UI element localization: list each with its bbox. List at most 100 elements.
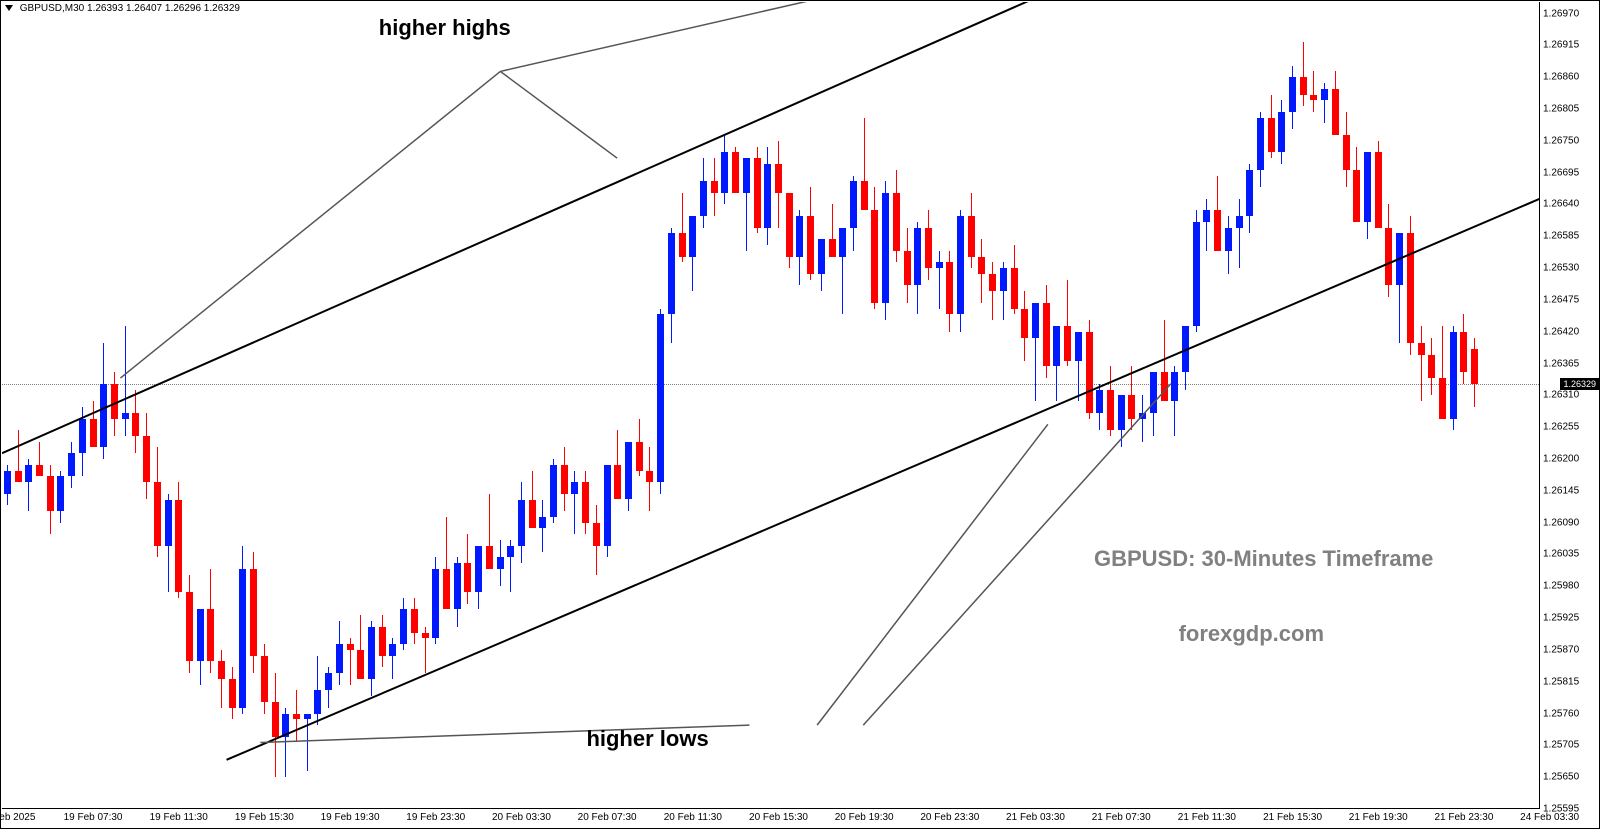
y-tick-label: 1.26860	[1543, 72, 1579, 83]
candle-body	[1193, 222, 1200, 326]
y-tick-label: 1.25925	[1543, 613, 1579, 624]
candle-body	[1075, 332, 1082, 361]
y-tick-label: 1.26420	[1543, 326, 1579, 337]
y-tick-label: 1.26310	[1543, 390, 1579, 401]
candle-body	[1000, 268, 1007, 291]
candle-body	[518, 500, 525, 546]
candle-body	[818, 239, 825, 274]
y-tick-label: 1.25760	[1543, 708, 1579, 719]
candle-body	[304, 714, 311, 720]
candle-body	[807, 216, 814, 274]
candle-body	[1214, 210, 1221, 250]
x-tick-label: 20 Feb 11:30	[664, 812, 722, 823]
candle-body	[829, 239, 836, 256]
candle-body	[925, 228, 932, 268]
y-tick-label: 1.26475	[1543, 294, 1579, 305]
candle-body	[711, 181, 718, 193]
candle-body	[604, 465, 611, 546]
candle-body	[743, 158, 750, 193]
x-tick-label: 20 Feb 19:30	[835, 812, 894, 823]
plot-area[interactable]: higher highshigher lowsGBPUSD: 30-Minute…	[2, 2, 1540, 809]
candle-body	[625, 442, 632, 500]
candle-body	[1064, 326, 1071, 361]
x-tick-label: 21 Feb 07:30	[1092, 812, 1151, 823]
candle-body	[529, 500, 536, 529]
candle-body	[282, 714, 289, 737]
candle-body	[411, 609, 418, 632]
candle-body	[1428, 355, 1435, 378]
candle-wick	[1313, 71, 1314, 111]
x-tick-label: 21 Feb 11:30	[1178, 812, 1236, 823]
current-price-line	[2, 384, 1539, 385]
candle-wick	[1206, 199, 1207, 251]
candle-body	[571, 482, 578, 494]
candle-body	[1236, 216, 1243, 228]
candle-body	[668, 233, 675, 314]
candle-body	[732, 152, 739, 192]
candle-body	[882, 193, 889, 303]
candle-body	[186, 592, 193, 661]
candle-body	[229, 679, 236, 708]
candle-body	[1375, 152, 1382, 227]
x-tick-label: 21 Feb 19:30	[1349, 812, 1408, 823]
candle-body	[539, 517, 546, 529]
y-tick-label: 1.26530	[1543, 263, 1579, 274]
candle-body	[336, 644, 343, 673]
y-tick-label: 1.26090	[1543, 517, 1579, 528]
y-tick-label: 1.26695	[1543, 167, 1579, 178]
candle-body	[646, 471, 653, 483]
candle-body	[593, 523, 600, 546]
candle-body	[775, 164, 782, 193]
candle-body	[968, 216, 975, 256]
candle-body	[79, 419, 86, 454]
y-tick-label: 1.25705	[1543, 740, 1579, 751]
candle-body	[1471, 349, 1478, 384]
watermark-text: GBPUSD: 30-Minutes Timeframe	[1094, 546, 1433, 572]
candle-body	[197, 609, 204, 661]
candle-body	[1321, 89, 1328, 101]
y-tick-label: 1.26750	[1543, 135, 1579, 146]
candle-body	[57, 476, 64, 511]
y-axis: 1.255951.256501.257051.257601.258151.258…	[1541, 2, 1599, 808]
candle-body	[111, 384, 118, 419]
candle-body	[893, 193, 900, 251]
candle-body	[475, 546, 482, 592]
candle-body	[1043, 303, 1050, 367]
x-tick-label: 19 Feb 07:30	[64, 812, 123, 823]
candle-body	[1203, 210, 1210, 222]
ohlc-label: 1.26393 1.26407 1.26296 1.26329	[87, 3, 240, 14]
x-tick-label: 19 Feb 19:30	[321, 812, 380, 823]
y-tick-label: 1.25980	[1543, 581, 1579, 592]
candle-body	[582, 482, 589, 522]
candle-body	[1053, 326, 1060, 366]
annotation-label: higher lows	[586, 726, 708, 752]
candle-body	[1278, 112, 1285, 152]
candle-body	[721, 152, 728, 192]
y-tick-label: 1.25650	[1543, 772, 1579, 783]
x-tick-label: 20 Feb 07:30	[578, 812, 637, 823]
candle-body	[1289, 77, 1296, 112]
candle-wick	[574, 471, 575, 535]
candle-body	[486, 546, 493, 569]
candle-body	[100, 384, 107, 448]
dropdown-icon[interactable]	[5, 5, 13, 11]
candle-body	[1343, 135, 1350, 170]
chart-container: GBPUSD,M30 1.26393 1.26407 1.26296 1.263…	[0, 0, 1600, 829]
candle-body	[978, 257, 985, 274]
candle-body	[861, 181, 868, 210]
y-tick-label: 1.26145	[1543, 485, 1579, 496]
candle-body	[850, 181, 857, 227]
candle-body	[946, 262, 953, 314]
candle-body	[1150, 372, 1157, 412]
x-tick-label: 21 Feb 15:30	[1263, 812, 1322, 823]
candle-wick	[939, 251, 940, 309]
y-tick-label: 1.26365	[1543, 358, 1579, 369]
candle-body	[1171, 372, 1178, 401]
candle-body	[443, 569, 450, 609]
y-tick-label: 1.25870	[1543, 644, 1579, 655]
candle-body	[36, 465, 43, 477]
candle-body	[250, 569, 257, 656]
candle-body	[293, 714, 300, 720]
candle-wick	[125, 326, 126, 436]
candle-body	[464, 563, 471, 592]
